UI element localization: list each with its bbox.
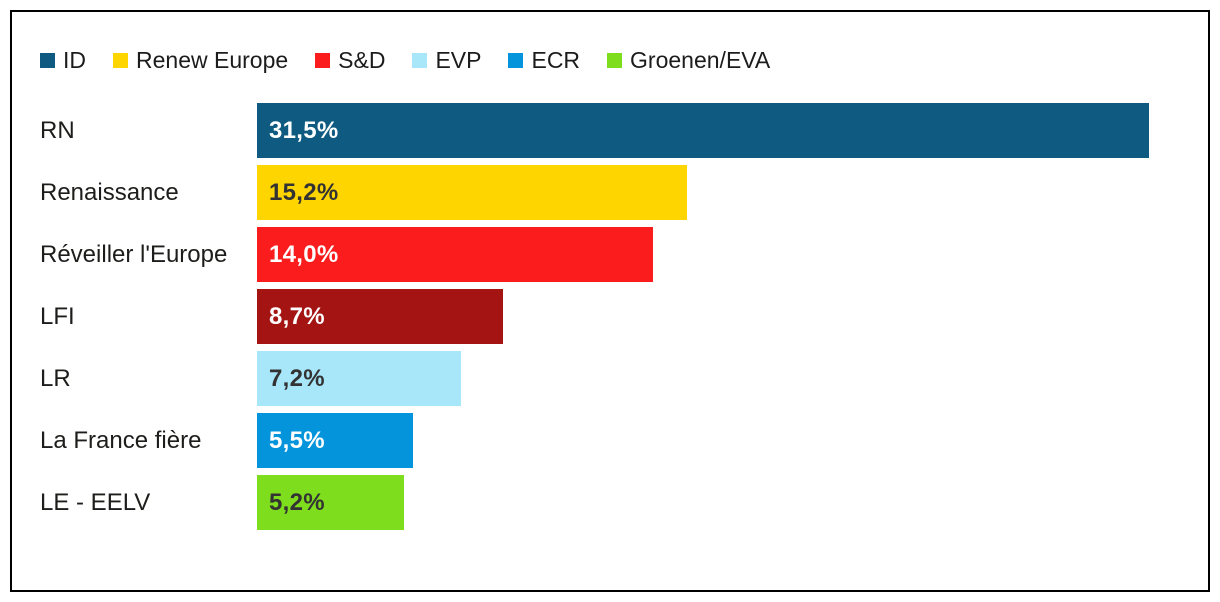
bar-row: LE - EELV 5,2% xyxy=(12,475,1208,530)
legend-swatch xyxy=(607,52,623,68)
legend-label: Groenen/EVA xyxy=(630,46,771,73)
bar-category-label: Renaissance xyxy=(40,178,179,206)
legend-label: EVP xyxy=(435,46,482,73)
legend-swatch xyxy=(508,52,524,68)
legend-item: S&D xyxy=(315,46,386,73)
legend-label: S&D xyxy=(338,46,386,73)
bar-category-label: Réveiller l'Europe xyxy=(40,240,228,268)
bar-row: Renaissance 15,2% xyxy=(12,165,1208,220)
legend-swatch xyxy=(113,52,128,68)
legend-label: Renew Europe xyxy=(136,46,289,73)
bar-row: RN 31,5% xyxy=(12,103,1208,158)
bar: 8,7% xyxy=(257,289,503,344)
legend-swatch xyxy=(412,52,428,68)
bar-value-label: 15,2% xyxy=(269,178,339,206)
bar-category-label: LFI xyxy=(40,302,75,330)
legend-item: Groenen/EVA xyxy=(607,46,771,73)
bar-row: Réveiller l'Europe 14,0% xyxy=(12,227,1208,282)
legend-label: ID xyxy=(63,46,86,73)
bar-row: LFI 8,7% xyxy=(12,289,1208,344)
bar-category-label: LE - EELV xyxy=(40,488,151,516)
legend: ID Renew Europe S&D EVP ECR Groenen/EVA xyxy=(40,48,1208,72)
bar-rows: RN 31,5% Renaissance 15,2% Réveiller l'E… xyxy=(12,103,1208,530)
bar: 15,2% xyxy=(257,165,687,220)
legend-swatch xyxy=(40,52,55,68)
bar-value-label: 8,7% xyxy=(269,302,325,330)
bar: 5,5% xyxy=(257,413,413,468)
bar: 14,0% xyxy=(257,227,653,282)
bar-value-label: 7,2% xyxy=(269,364,325,392)
legend-swatch xyxy=(315,52,331,68)
bar: 31,5% xyxy=(257,103,1149,158)
legend-item: ECR xyxy=(508,46,581,73)
bar-value-label: 5,5% xyxy=(269,426,325,454)
bar-value-label: 31,5% xyxy=(269,116,339,144)
bar-category-label: LR xyxy=(40,364,71,392)
legend-item: ID xyxy=(40,46,86,73)
bar-value-label: 5,2% xyxy=(269,488,325,516)
bar-row: La France fière 5,5% xyxy=(12,413,1208,468)
bar: 7,2% xyxy=(257,351,461,406)
bar: 5,2% xyxy=(257,475,404,530)
legend-label: ECR xyxy=(531,46,581,73)
legend-item: EVP xyxy=(412,46,482,73)
bar-value-label: 14,0% xyxy=(269,240,339,268)
chart-frame: ID Renew Europe S&D EVP ECR Groenen/EVA … xyxy=(10,10,1210,592)
bar-category-label: RN xyxy=(40,116,75,144)
bar-row: LR 7,2% xyxy=(12,351,1208,406)
legend-item: Renew Europe xyxy=(113,46,289,73)
bar-category-label: La France fière xyxy=(40,426,202,454)
